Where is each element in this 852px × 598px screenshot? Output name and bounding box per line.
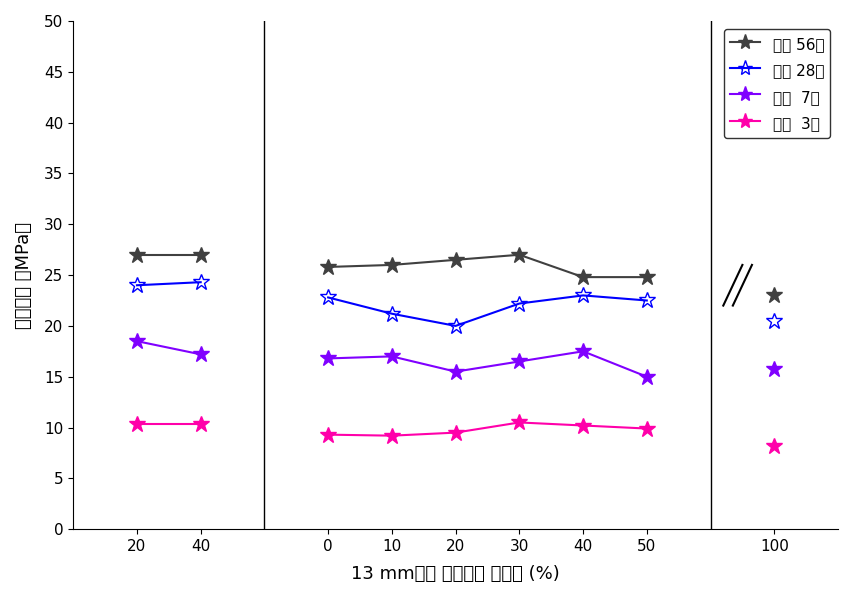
Legend: 재령 56일, 재령 28일, 재령  7일, 재령  3일: 재령 56일, 재령 28일, 재령 7일, 재령 3일 (722, 29, 829, 138)
X-axis label: 13 mm이하 굵은골재 치환율 (%): 13 mm이하 굵은골재 치환율 (%) (351, 565, 559, 583)
Y-axis label: 압축강도 （MPa）: 압축강도 （MPa） (15, 222, 33, 328)
